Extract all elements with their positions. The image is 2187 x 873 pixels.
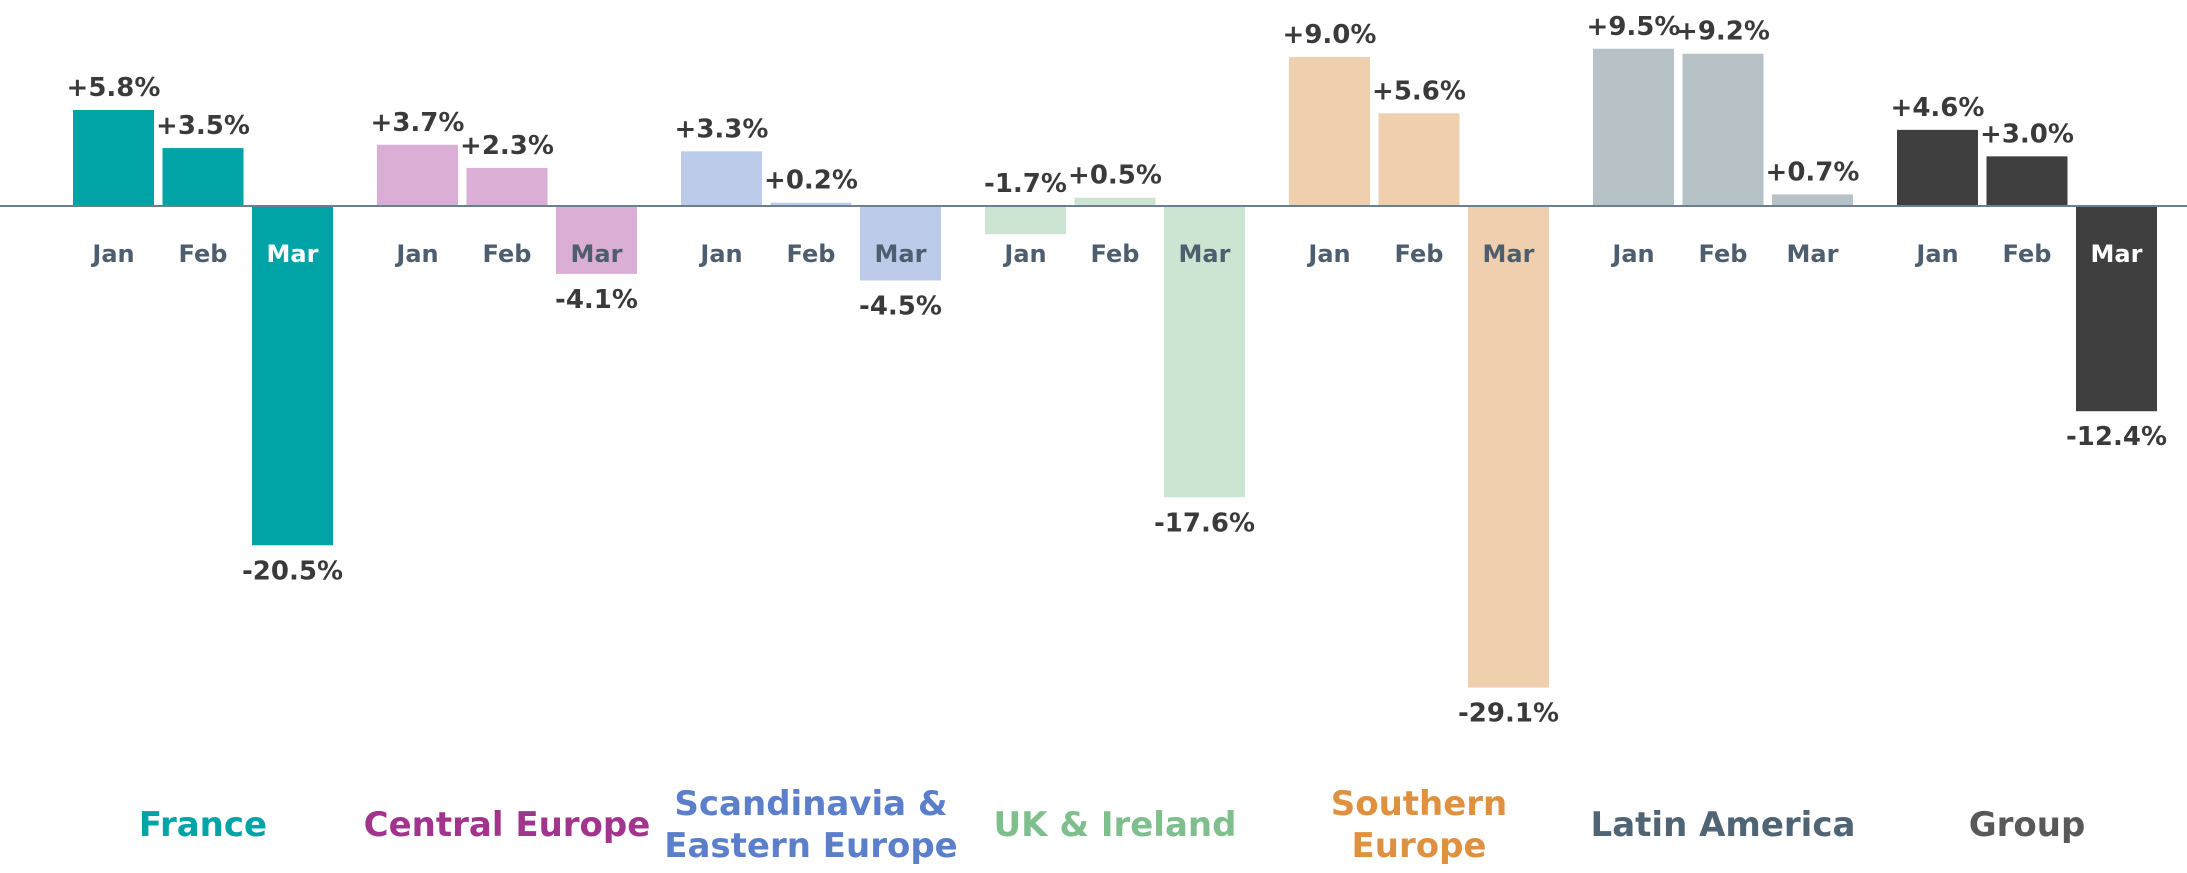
month-label: Feb xyxy=(2003,240,2052,268)
region-label: Southern Europe xyxy=(1330,784,1508,866)
bar xyxy=(466,167,548,206)
bar xyxy=(1682,53,1764,206)
value-label: +3.0% xyxy=(1980,119,2074,149)
month-label: Jan xyxy=(90,240,134,268)
value-label: +3.3% xyxy=(675,114,769,144)
bar xyxy=(377,144,458,206)
bar xyxy=(681,151,762,206)
value-label: +9.5% xyxy=(1587,12,1681,42)
value-label: +2.3% xyxy=(460,131,554,161)
month-label: Mar xyxy=(1787,240,1839,268)
value-label: +9.0% xyxy=(1283,20,1377,50)
bar xyxy=(1772,194,1853,206)
month-label: Feb xyxy=(179,240,228,268)
value-label: +3.5% xyxy=(156,111,250,141)
bar xyxy=(1164,206,1245,498)
value-label: -17.6% xyxy=(1154,508,1255,538)
bar xyxy=(1289,57,1370,206)
month-label: Mar xyxy=(267,240,319,268)
month-label: Mar xyxy=(1483,240,1535,268)
month-label: Feb xyxy=(483,240,532,268)
bar xyxy=(73,110,154,206)
month-label: Jan xyxy=(1914,240,1958,268)
region-label: Group xyxy=(1968,805,2086,845)
value-label: +0.5% xyxy=(1068,161,1162,191)
month-label: Jan xyxy=(1610,240,1654,268)
region-label: UK & Ireland xyxy=(993,805,1237,845)
value-label: +3.7% xyxy=(371,108,465,138)
value-label: +0.2% xyxy=(764,166,858,196)
bar xyxy=(162,148,244,206)
value-label: -12.4% xyxy=(2066,422,2167,452)
bar xyxy=(1897,129,1978,206)
value-label: -4.5% xyxy=(859,291,942,321)
value-label: -1.7% xyxy=(984,169,1067,199)
bar xyxy=(556,206,637,274)
bar xyxy=(1468,206,1549,688)
value-label: +5.8% xyxy=(67,73,161,103)
region-label: Central Europe xyxy=(363,805,651,845)
month-label: Feb xyxy=(1091,240,1140,268)
month-label: Mar xyxy=(571,240,623,268)
bar xyxy=(860,206,941,281)
region-label: Scandinavia & Eastern Europe xyxy=(664,784,958,866)
month-label: Feb xyxy=(787,240,836,268)
month-label: Feb xyxy=(1395,240,1444,268)
month-label: Mar xyxy=(875,240,927,268)
value-label: +9.2% xyxy=(1676,17,1770,47)
month-label: Jan xyxy=(698,240,742,268)
month-label: Mar xyxy=(2091,240,2143,268)
value-label: +4.6% xyxy=(1891,93,1985,123)
bar xyxy=(1593,48,1674,207)
value-label: -4.1% xyxy=(555,285,638,315)
value-label: -20.5% xyxy=(242,556,343,586)
value-label: +0.7% xyxy=(1766,157,1860,187)
value-label: +5.6% xyxy=(1372,76,1466,106)
region-label: Latin America xyxy=(1590,805,1856,845)
month-label: Jan xyxy=(1002,240,1046,268)
month-label: Mar xyxy=(1179,240,1231,268)
month-label: Feb xyxy=(1699,240,1748,268)
bar xyxy=(2076,206,2157,412)
month-label: Jan xyxy=(394,240,438,268)
month-label: Jan xyxy=(1306,240,1350,268)
region-label: France xyxy=(138,805,268,845)
bar xyxy=(770,202,852,206)
bar xyxy=(985,206,1066,235)
bar xyxy=(1378,113,1460,206)
value-label: -29.1% xyxy=(1458,699,1559,729)
bar xyxy=(1074,197,1156,206)
bar xyxy=(252,206,333,546)
bar xyxy=(1986,156,2068,206)
